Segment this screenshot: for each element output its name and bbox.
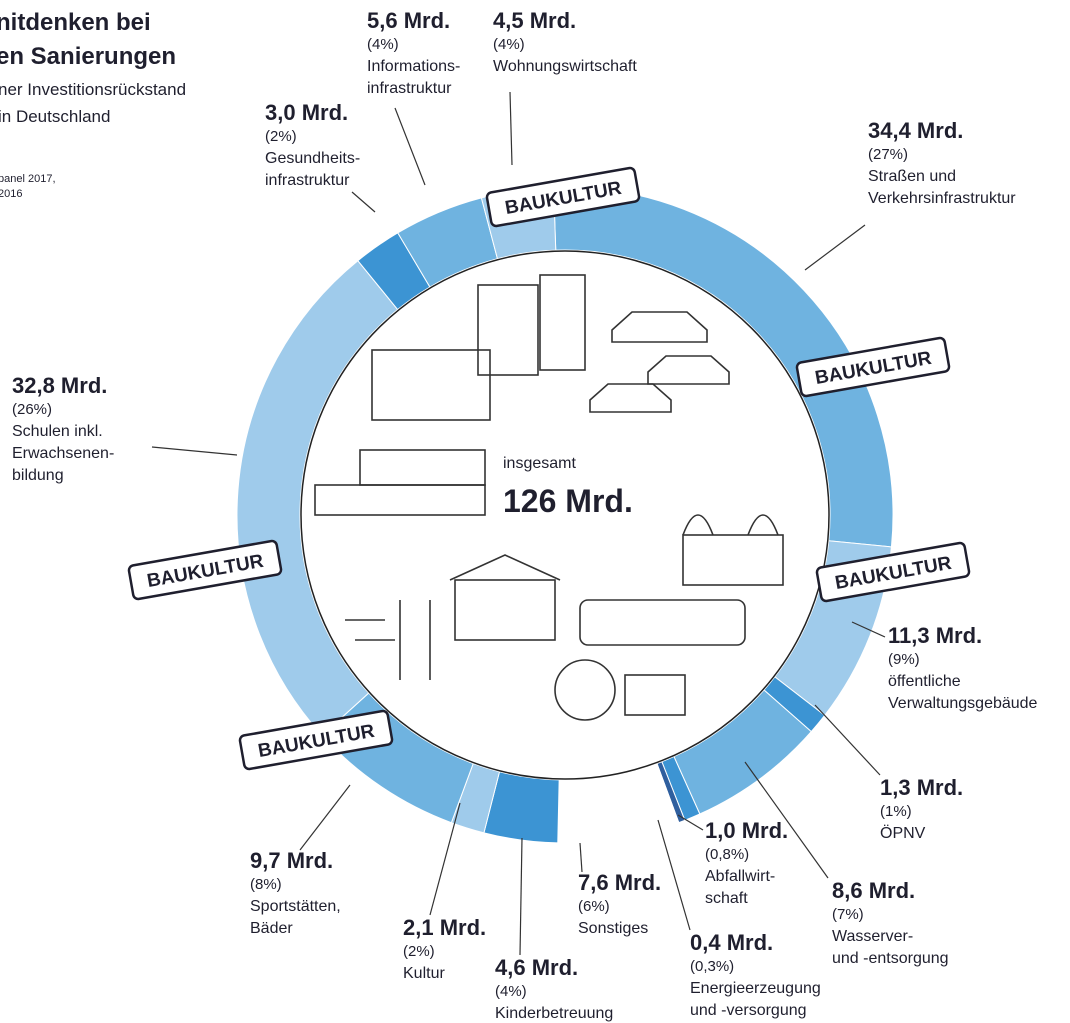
category-label: infrastruktur — [265, 172, 350, 189]
leader-line — [519, 837, 523, 956]
category-label: Kultur — [403, 965, 445, 982]
category-label: Wasserver- — [832, 928, 913, 945]
tag-box — [238, 709, 394, 771]
tag-box — [795, 336, 951, 398]
category-label: Bäder — [250, 920, 293, 937]
category-label: bildung — [12, 467, 64, 484]
leader-line — [299, 784, 351, 851]
category-label: infrastruktur — [367, 80, 452, 97]
center-caption: insgesamt — [503, 455, 576, 472]
value-label: 1,0 Mrd. — [705, 818, 788, 843]
leader-line — [394, 107, 426, 186]
leader-line — [509, 91, 513, 166]
value-label: 3,0 Mrd. — [265, 100, 348, 125]
leader-line — [579, 842, 583, 873]
category-label: Sonstiges — [578, 920, 648, 937]
value-label: 2,1 Mrd. — [403, 915, 486, 940]
share-label: (27%) — [868, 146, 908, 163]
tag-box — [485, 166, 641, 228]
illustrations — [314, 274, 784, 721]
category-label: Wohnungswirtschaft — [493, 58, 637, 75]
value-label: 11,3 Mrd. — [888, 623, 982, 648]
share-label: (1%) — [880, 803, 912, 820]
leader-line — [351, 191, 376, 213]
leader-line — [151, 446, 238, 456]
share-label: (4%) — [367, 36, 399, 53]
title-line: en Sanierungen — [0, 43, 176, 70]
share-label: (4%) — [495, 983, 527, 1000]
share-label: (0,3%) — [690, 958, 734, 975]
subtitle-line: ner Investitionsrückstand — [0, 80, 186, 99]
category-label: und -versorgung — [690, 1002, 807, 1019]
share-label: (6%) — [578, 898, 610, 915]
value-label: 1,3 Mrd. — [880, 775, 963, 800]
category-label: Gesundheits- — [265, 150, 360, 167]
category-label: ÖPNV — [880, 824, 926, 842]
share-label: (8%) — [250, 876, 282, 893]
value-label: 8,6 Mrd. — [832, 878, 915, 903]
leader-line — [429, 802, 461, 916]
source-line: panel 2017, — [0, 173, 56, 185]
share-label: (2%) — [265, 128, 297, 145]
category-label: schaft — [705, 890, 748, 907]
leader-line — [677, 814, 704, 831]
value-label: 34,4 Mrd. — [868, 118, 963, 143]
leader-line — [851, 621, 886, 638]
inner-circle — [300, 250, 830, 780]
leader-line — [657, 819, 691, 931]
category-label: Erwachsenen- — [12, 445, 114, 462]
leader-line — [744, 761, 829, 879]
leader-line — [814, 704, 881, 776]
category-label: Kinderbetreuung — [495, 1005, 613, 1022]
value-label: 5,6 Mrd. — [367, 8, 450, 33]
value-label: 4,6 Mrd. — [495, 955, 578, 980]
title-line: nitdenken bei — [0, 9, 151, 36]
value-label: 9,7 Mrd. — [250, 848, 333, 873]
value-label: 4,5 Mrd. — [493, 8, 576, 33]
category-label: öffentliche — [888, 673, 961, 690]
center-total: 126 Mrd. — [503, 483, 633, 519]
share-label: (7%) — [832, 906, 864, 923]
category-label: Schulen inkl. — [12, 423, 103, 440]
share-label: (2%) — [403, 943, 435, 960]
category-label: Informations- — [367, 58, 460, 75]
leader-line — [804, 224, 866, 271]
share-label: (9%) — [888, 651, 920, 668]
category-label: Energieerzeugung — [690, 980, 821, 997]
value-label: 32,8 Mrd. — [12, 373, 107, 398]
subtitle-line: in Deutschland — [0, 107, 110, 126]
value-label: 0,4 Mrd. — [690, 930, 773, 955]
share-label: (4%) — [493, 36, 525, 53]
category-label: und -entsorgung — [832, 950, 949, 967]
category-label: Abfallwirt- — [705, 868, 775, 885]
tag-box — [127, 539, 283, 601]
share-label: (26%) — [12, 401, 52, 418]
category-label: Sportstätten, — [250, 898, 341, 915]
category-label: Straßen und — [868, 168, 956, 185]
tag-box — [815, 541, 971, 603]
source-line: 2016 — [0, 188, 22, 200]
value-label: 7,6 Mrd. — [578, 870, 661, 895]
share-label: (0,8%) — [705, 846, 749, 863]
category-label: Verkehrsinfrastruktur — [868, 190, 1016, 207]
category-label: Verwaltungsgebäude — [888, 695, 1038, 712]
donut-segment — [236, 259, 399, 737]
